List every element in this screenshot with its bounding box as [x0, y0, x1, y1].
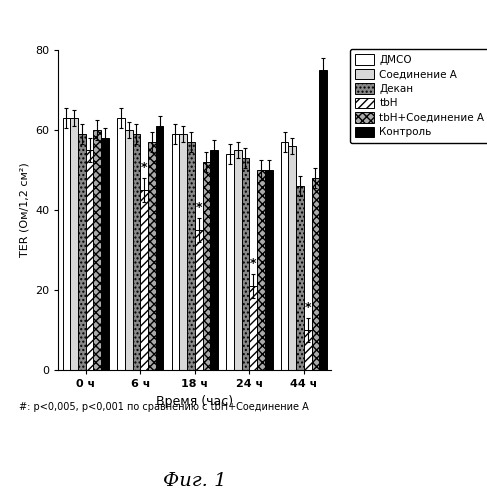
Bar — [281, 142, 288, 370]
Bar — [288, 146, 296, 370]
Text: *: * — [141, 161, 148, 174]
Bar — [249, 286, 257, 370]
Bar — [125, 130, 132, 370]
Bar — [187, 142, 195, 370]
Bar — [70, 118, 78, 370]
Bar — [296, 186, 304, 370]
Bar — [257, 170, 265, 370]
Bar — [179, 134, 187, 370]
Legend: ДМСО, Соединение A, Декан, tbH, tbH+Соединение А, Контроль: ДМСО, Соединение A, Декан, tbH, tbH+Соед… — [350, 49, 487, 142]
Bar — [195, 230, 203, 370]
Bar — [265, 170, 273, 370]
Bar — [78, 134, 86, 370]
Text: *: * — [304, 301, 311, 314]
Bar — [117, 118, 125, 370]
X-axis label: Время (час): Время (час) — [156, 394, 233, 407]
Bar — [319, 70, 327, 370]
Text: #: p<0,005, p<0,001 по сравнению с tbH+Соединение А: #: p<0,005, p<0,001 по сравнению с tbH+С… — [19, 402, 309, 412]
Bar — [148, 142, 156, 370]
Text: *: * — [250, 257, 257, 270]
Bar — [304, 330, 312, 370]
Bar — [156, 126, 164, 370]
Bar — [101, 138, 109, 370]
Bar — [226, 154, 234, 370]
Y-axis label: TER (Ом/1,2 см²): TER (Ом/1,2 см²) — [20, 162, 30, 258]
Bar — [203, 162, 210, 370]
Bar — [312, 178, 319, 370]
Bar — [94, 130, 101, 370]
Bar — [242, 158, 249, 370]
Text: *: * — [195, 201, 202, 214]
Bar — [140, 190, 148, 370]
Text: Фиг. 1: Фиг. 1 — [163, 472, 226, 490]
Bar — [62, 118, 70, 370]
Bar — [171, 134, 179, 370]
Bar — [132, 134, 140, 370]
Bar — [210, 150, 218, 370]
Bar — [86, 150, 94, 370]
Bar — [234, 150, 242, 370]
